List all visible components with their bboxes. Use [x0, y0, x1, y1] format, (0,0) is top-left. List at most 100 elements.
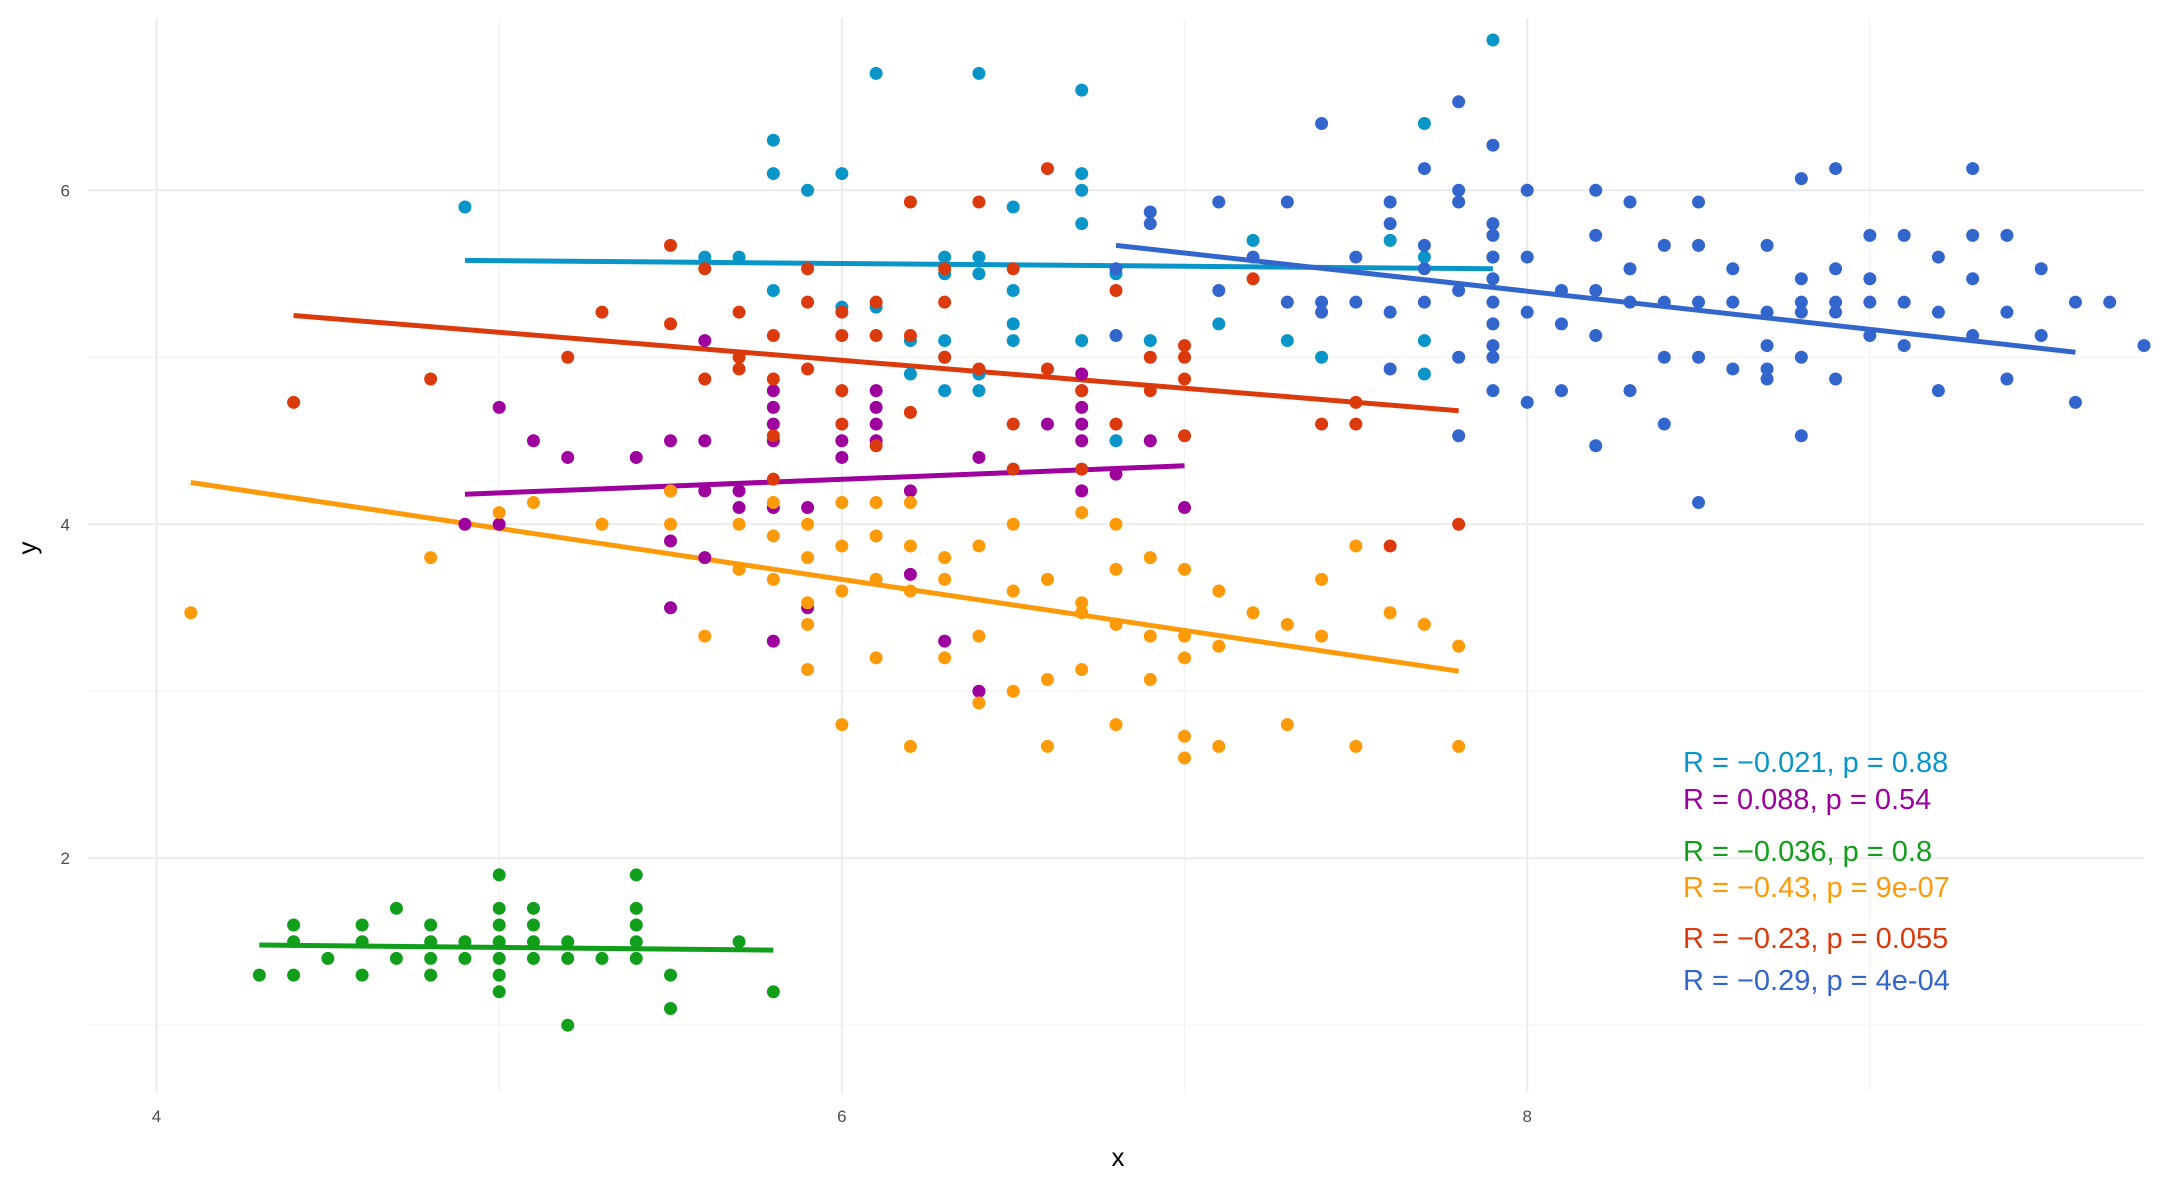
data-point [1520, 183, 1534, 197]
data-point [595, 305, 609, 319]
data-point [1760, 305, 1774, 319]
data-point [1006, 262, 1020, 276]
correlation-label: R = −0.036, p = 0.8 [1683, 836, 1932, 868]
data-point [766, 429, 780, 443]
regression-line [293, 313, 1459, 414]
data-point [1452, 517, 1466, 531]
data-point [1315, 572, 1329, 586]
data-point [1040, 417, 1054, 431]
regression-line [259, 942, 774, 953]
data-point [664, 484, 678, 498]
data-point [972, 384, 986, 398]
data-point [1452, 195, 1466, 209]
data-point [766, 529, 780, 543]
data-point [287, 918, 301, 932]
data-point [1075, 400, 1089, 414]
data-point [903, 584, 917, 598]
data-point [869, 529, 883, 543]
data-point [732, 250, 746, 264]
data-point [766, 329, 780, 343]
data-point [526, 918, 540, 932]
data-point [1315, 116, 1329, 130]
data-point [2000, 228, 2014, 242]
data-point [1554, 283, 1568, 297]
y-axis-title: y [12, 542, 42, 555]
data-point [1452, 283, 1466, 297]
data-point [801, 551, 815, 565]
data-point [1623, 262, 1637, 276]
data-point [698, 372, 712, 386]
data-point [1829, 295, 1843, 309]
data-point [1006, 200, 1020, 214]
data-point [1006, 334, 1020, 348]
data-point [252, 968, 266, 982]
data-point [424, 968, 438, 982]
data-point [938, 350, 952, 364]
data-point [1075, 183, 1089, 197]
data-point [1109, 262, 1123, 276]
data-point [972, 696, 986, 710]
correlation-annotations: R = −0.021, p = 0.88 R = 0.088, p = 0.54 R… [1683, 747, 1950, 997]
data-point [1315, 417, 1329, 431]
data-point [938, 551, 952, 565]
data-point [869, 400, 883, 414]
data-point [1794, 350, 1808, 364]
data-point [664, 317, 678, 331]
data-point [869, 329, 883, 343]
data-point [2068, 295, 2082, 309]
data-point [1143, 673, 1157, 687]
data-point [835, 718, 849, 732]
data-point [766, 384, 780, 398]
regression-line [190, 480, 1460, 674]
data-point [1417, 162, 1431, 176]
data-point [1315, 350, 1329, 364]
data-point [1931, 305, 1945, 319]
data-point [903, 496, 917, 510]
data-point [1760, 372, 1774, 386]
data-point [972, 362, 986, 376]
data-point [732, 517, 746, 531]
data-point [1178, 562, 1192, 576]
data-point [938, 262, 952, 276]
data-point [1280, 195, 1294, 209]
data-point [424, 372, 438, 386]
data-point [835, 384, 849, 398]
data-point [801, 663, 815, 677]
data-point [1040, 362, 1054, 376]
data-point [1452, 95, 1466, 109]
data-point [972, 195, 986, 209]
data-point [1143, 434, 1157, 448]
data-point [1178, 350, 1192, 364]
data-point [1109, 329, 1123, 343]
data-point [732, 935, 746, 949]
data-point [389, 951, 403, 965]
data-point [1383, 362, 1397, 376]
data-point [1006, 317, 1020, 331]
data-point [869, 66, 883, 80]
data-point [1589, 329, 1603, 343]
data-point [1897, 339, 1911, 353]
data-point [1692, 195, 1706, 209]
data-point [561, 1018, 575, 1032]
data-point [2068, 395, 2082, 409]
data-point [1417, 250, 1431, 264]
data-point [766, 472, 780, 486]
data-point [801, 596, 815, 610]
data-point [424, 918, 438, 932]
data-point [698, 250, 712, 264]
data-point [1075, 484, 1089, 498]
data-point [1109, 617, 1123, 631]
data-point [1280, 295, 1294, 309]
data-point [1931, 250, 1945, 264]
data-point [835, 496, 849, 510]
data-point [766, 417, 780, 431]
data-point [903, 567, 917, 581]
data-point [1486, 384, 1500, 398]
data-point [1178, 429, 1192, 443]
data-point [1760, 339, 1774, 353]
data-point [972, 66, 986, 80]
data-point [1006, 584, 1020, 598]
data-point [869, 439, 883, 453]
data-point [1383, 539, 1397, 553]
data-point [903, 329, 917, 343]
